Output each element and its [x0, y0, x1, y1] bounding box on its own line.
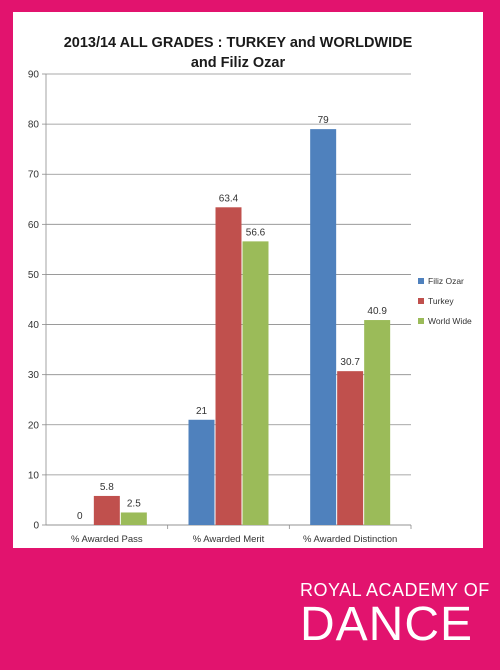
chart-title-line: 2013/14 ALL GRADES : TURKEY and WORLDWID… — [64, 35, 413, 51]
y-tick-label: 60 — [28, 220, 40, 231]
category-label: % Awarded Pass — [71, 534, 143, 545]
category-label: % Awarded Distinction — [303, 534, 397, 545]
data-label: 30.7 — [340, 357, 360, 368]
brand-line-1: ROYAL ACADEMY OF — [300, 580, 490, 600]
brand-logo: ROYAL ACADEMY OF DANCE — [300, 580, 490, 649]
bar — [242, 241, 269, 526]
bar — [188, 419, 215, 525]
brand-line-2: DANCE — [300, 598, 474, 651]
legend-swatch — [418, 278, 424, 284]
y-tick-label: 80 — [28, 120, 40, 131]
data-label: 56.6 — [246, 227, 266, 238]
data-label: 79 — [318, 115, 330, 126]
bar — [215, 207, 242, 525]
data-label: 0 — [77, 511, 83, 522]
legend-swatch — [418, 298, 424, 304]
bar — [337, 371, 364, 525]
data-label: 5.8 — [100, 482, 114, 493]
data-label: 40.9 — [367, 306, 387, 317]
bar — [364, 320, 391, 525]
category-label: % Awarded Merit — [193, 534, 265, 545]
y-tick-label: 70 — [28, 170, 40, 181]
bar — [120, 512, 147, 525]
legend-label: World Wide — [428, 316, 472, 326]
data-label: 2.5 — [127, 498, 141, 509]
y-tick-label: 50 — [28, 270, 40, 281]
y-tick-label: 20 — [28, 420, 40, 431]
y-tick-label: 90 — [28, 70, 40, 81]
chart-card: 2013/14 ALL GRADES : TURKEY and WORLDWID… — [13, 12, 483, 548]
y-tick-label: 10 — [28, 470, 40, 481]
y-tick-label: 30 — [28, 370, 40, 381]
y-tick-label: 40 — [28, 320, 40, 331]
y-tick-label: 0 — [33, 521, 39, 532]
bar — [310, 129, 337, 525]
legend-label: Filiz Ozar — [428, 276, 464, 286]
legend-swatch — [418, 318, 424, 324]
bar — [93, 495, 120, 525]
chart-title-line: and Filiz Ozar — [191, 55, 286, 71]
legend-label: Turkey — [428, 296, 454, 306]
data-label: 21 — [196, 406, 208, 417]
chart: 2013/14 ALL GRADES : TURKEY and WORLDWID… — [28, 35, 472, 545]
data-label: 63.4 — [219, 193, 239, 204]
